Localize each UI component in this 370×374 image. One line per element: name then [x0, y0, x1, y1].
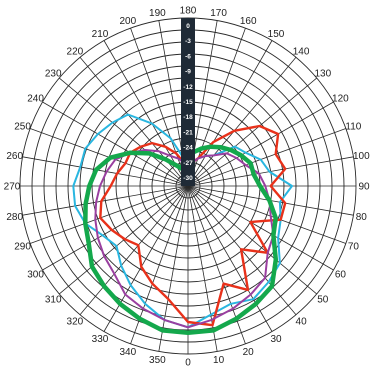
grid-spoke	[187, 185, 317, 295]
angle-tick-label: 180	[180, 6, 197, 17]
grid-spoke	[22, 185, 189, 216]
grid-spoke	[22, 156, 189, 187]
grid-spoke	[187, 185, 334, 271]
radial-axis-bar: 0 -3 -6 -9 -12 -15 -18 -21 -24 -27 -30	[181, 18, 195, 186]
angle-tick-label: 160	[240, 16, 257, 27]
angle-tick-label: 70	[348, 242, 360, 253]
angle-tick-label: 80	[356, 212, 368, 223]
grid-spoke	[187, 40, 273, 187]
angle-tick-label: 310	[45, 295, 62, 306]
angle-tick-label: 170	[210, 8, 227, 19]
grid-spoke	[158, 185, 189, 352]
radial-tick-label: -18	[183, 114, 193, 121]
grid-spoke	[187, 185, 347, 244]
angle-tick-label: 190	[149, 8, 166, 19]
angle-tick-label: 210	[92, 29, 109, 40]
angle-tick-label: 150	[268, 29, 285, 40]
radial-tick-label: -6	[185, 53, 191, 60]
angle-tick-label: 290	[14, 242, 31, 253]
grid-spoke	[42, 101, 189, 187]
angle-tick-label: 350	[149, 355, 166, 366]
angle-tick-label: 40	[296, 316, 308, 327]
radial-tick-label: -24	[183, 145, 193, 152]
radial-tick-label: -15	[183, 99, 193, 106]
angle-tick-label: 240	[27, 94, 44, 105]
grid-spoke	[187, 57, 297, 187]
angle-tick-label: 340	[119, 347, 136, 358]
angle-tick-label: 270	[4, 182, 21, 193]
radial-tick-label: -30	[183, 175, 193, 182]
angle-tick-label: 120	[332, 94, 349, 105]
angle-tick-label: 280	[6, 212, 23, 223]
angle-tick-label: 200	[119, 16, 136, 27]
radial-tick-label: 0	[186, 23, 190, 30]
angle-tick-label: 260	[6, 151, 23, 162]
radial-tick-label: -27	[183, 160, 193, 167]
angle-tick-label: 250	[14, 121, 31, 132]
grid-spoke	[187, 101, 334, 187]
angle-tick-label: 90	[358, 182, 370, 193]
angle-tick-label: 60	[335, 270, 347, 281]
grid-spoke	[59, 77, 189, 187]
radial-tick-label: -12	[183, 84, 193, 91]
angle-tick-label: 30	[270, 334, 282, 345]
grid-spoke	[79, 57, 189, 187]
grid-spoke	[59, 185, 189, 295]
angle-tick-label: 100	[353, 151, 370, 162]
angle-tick-label: 10	[213, 355, 225, 366]
angle-tick-label: 320	[67, 316, 84, 327]
radial-axis-background	[181, 18, 195, 186]
grid-spoke	[187, 77, 317, 187]
angle-tick-label: 230	[45, 68, 62, 79]
angle-tick-label: 330	[92, 334, 109, 345]
angle-tick-label: 220	[67, 47, 84, 58]
radial-tick-label: -21	[183, 129, 193, 136]
grid-spoke	[42, 185, 189, 271]
radial-tick-label: -9	[185, 69, 191, 76]
angle-tick-label: 130	[314, 68, 331, 79]
grid-spoke	[79, 185, 189, 315]
grid-spoke	[103, 185, 189, 332]
angle-tick-label: 0	[185, 358, 191, 369]
grid-spoke	[187, 128, 347, 187]
radial-tick-label: -3	[185, 38, 191, 45]
angle-tick-label: 140	[293, 47, 310, 58]
angle-labels: 0 10 20 30 40 50 60 70 80 90 100 110 120 130 140 150 160…	[4, 6, 370, 369]
angle-tick-label: 20	[243, 347, 255, 358]
angle-tick-label: 50	[317, 295, 329, 306]
grid-spoke	[29, 185, 189, 244]
angle-tick-label: 110	[345, 121, 361, 132]
grid-spoke	[187, 185, 273, 332]
angle-tick-label: 300	[27, 270, 44, 281]
